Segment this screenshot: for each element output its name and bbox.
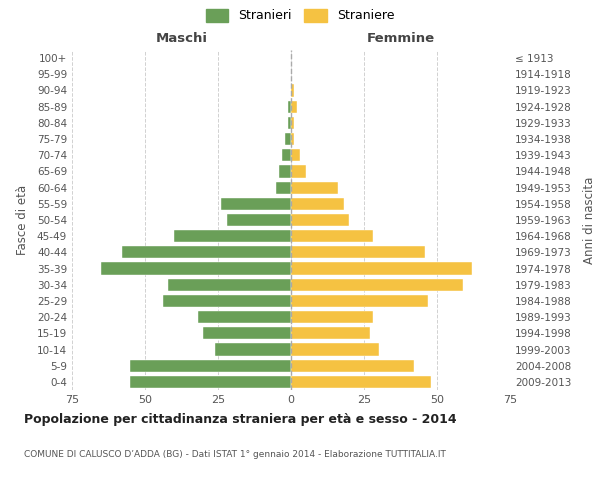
Bar: [291, 198, 344, 210]
Bar: [291, 166, 305, 177]
Bar: [291, 278, 463, 291]
Bar: [291, 230, 373, 242]
Text: Popolazione per cittadinanza straniera per età e sesso - 2014: Popolazione per cittadinanza straniera p…: [24, 412, 457, 426]
Bar: [291, 344, 379, 355]
Bar: [291, 328, 370, 340]
Text: Femmine: Femmine: [367, 32, 434, 45]
Bar: [130, 376, 291, 388]
Bar: [291, 117, 294, 129]
Text: COMUNE DI CALUSCO D’ADDA (BG) - Dati ISTAT 1° gennaio 2014 - Elaborazione TUTTIT: COMUNE DI CALUSCO D’ADDA (BG) - Dati IST…: [24, 450, 446, 459]
Bar: [291, 311, 373, 323]
Bar: [285, 133, 291, 145]
Bar: [291, 214, 349, 226]
Bar: [291, 182, 338, 194]
Bar: [277, 182, 291, 194]
Legend: Stranieri, Straniere: Stranieri, Straniere: [203, 6, 397, 25]
Bar: [291, 133, 294, 145]
Bar: [291, 360, 413, 372]
Bar: [282, 149, 291, 162]
Bar: [215, 344, 291, 355]
Bar: [291, 246, 425, 258]
Bar: [291, 376, 431, 388]
Bar: [130, 360, 291, 372]
Text: Maschi: Maschi: [155, 32, 208, 45]
Bar: [288, 117, 291, 129]
Bar: [291, 100, 297, 112]
Bar: [280, 166, 291, 177]
Bar: [197, 311, 291, 323]
Y-axis label: Fasce di età: Fasce di età: [16, 185, 29, 255]
Bar: [174, 230, 291, 242]
Bar: [291, 262, 472, 274]
Bar: [288, 100, 291, 112]
Bar: [101, 262, 291, 274]
Bar: [163, 295, 291, 307]
Bar: [221, 198, 291, 210]
Bar: [291, 84, 294, 96]
Bar: [291, 295, 428, 307]
Bar: [227, 214, 291, 226]
Bar: [169, 278, 291, 291]
Bar: [122, 246, 291, 258]
Bar: [291, 149, 300, 162]
Y-axis label: Anni di nascita: Anni di nascita: [583, 176, 596, 264]
Bar: [203, 328, 291, 340]
